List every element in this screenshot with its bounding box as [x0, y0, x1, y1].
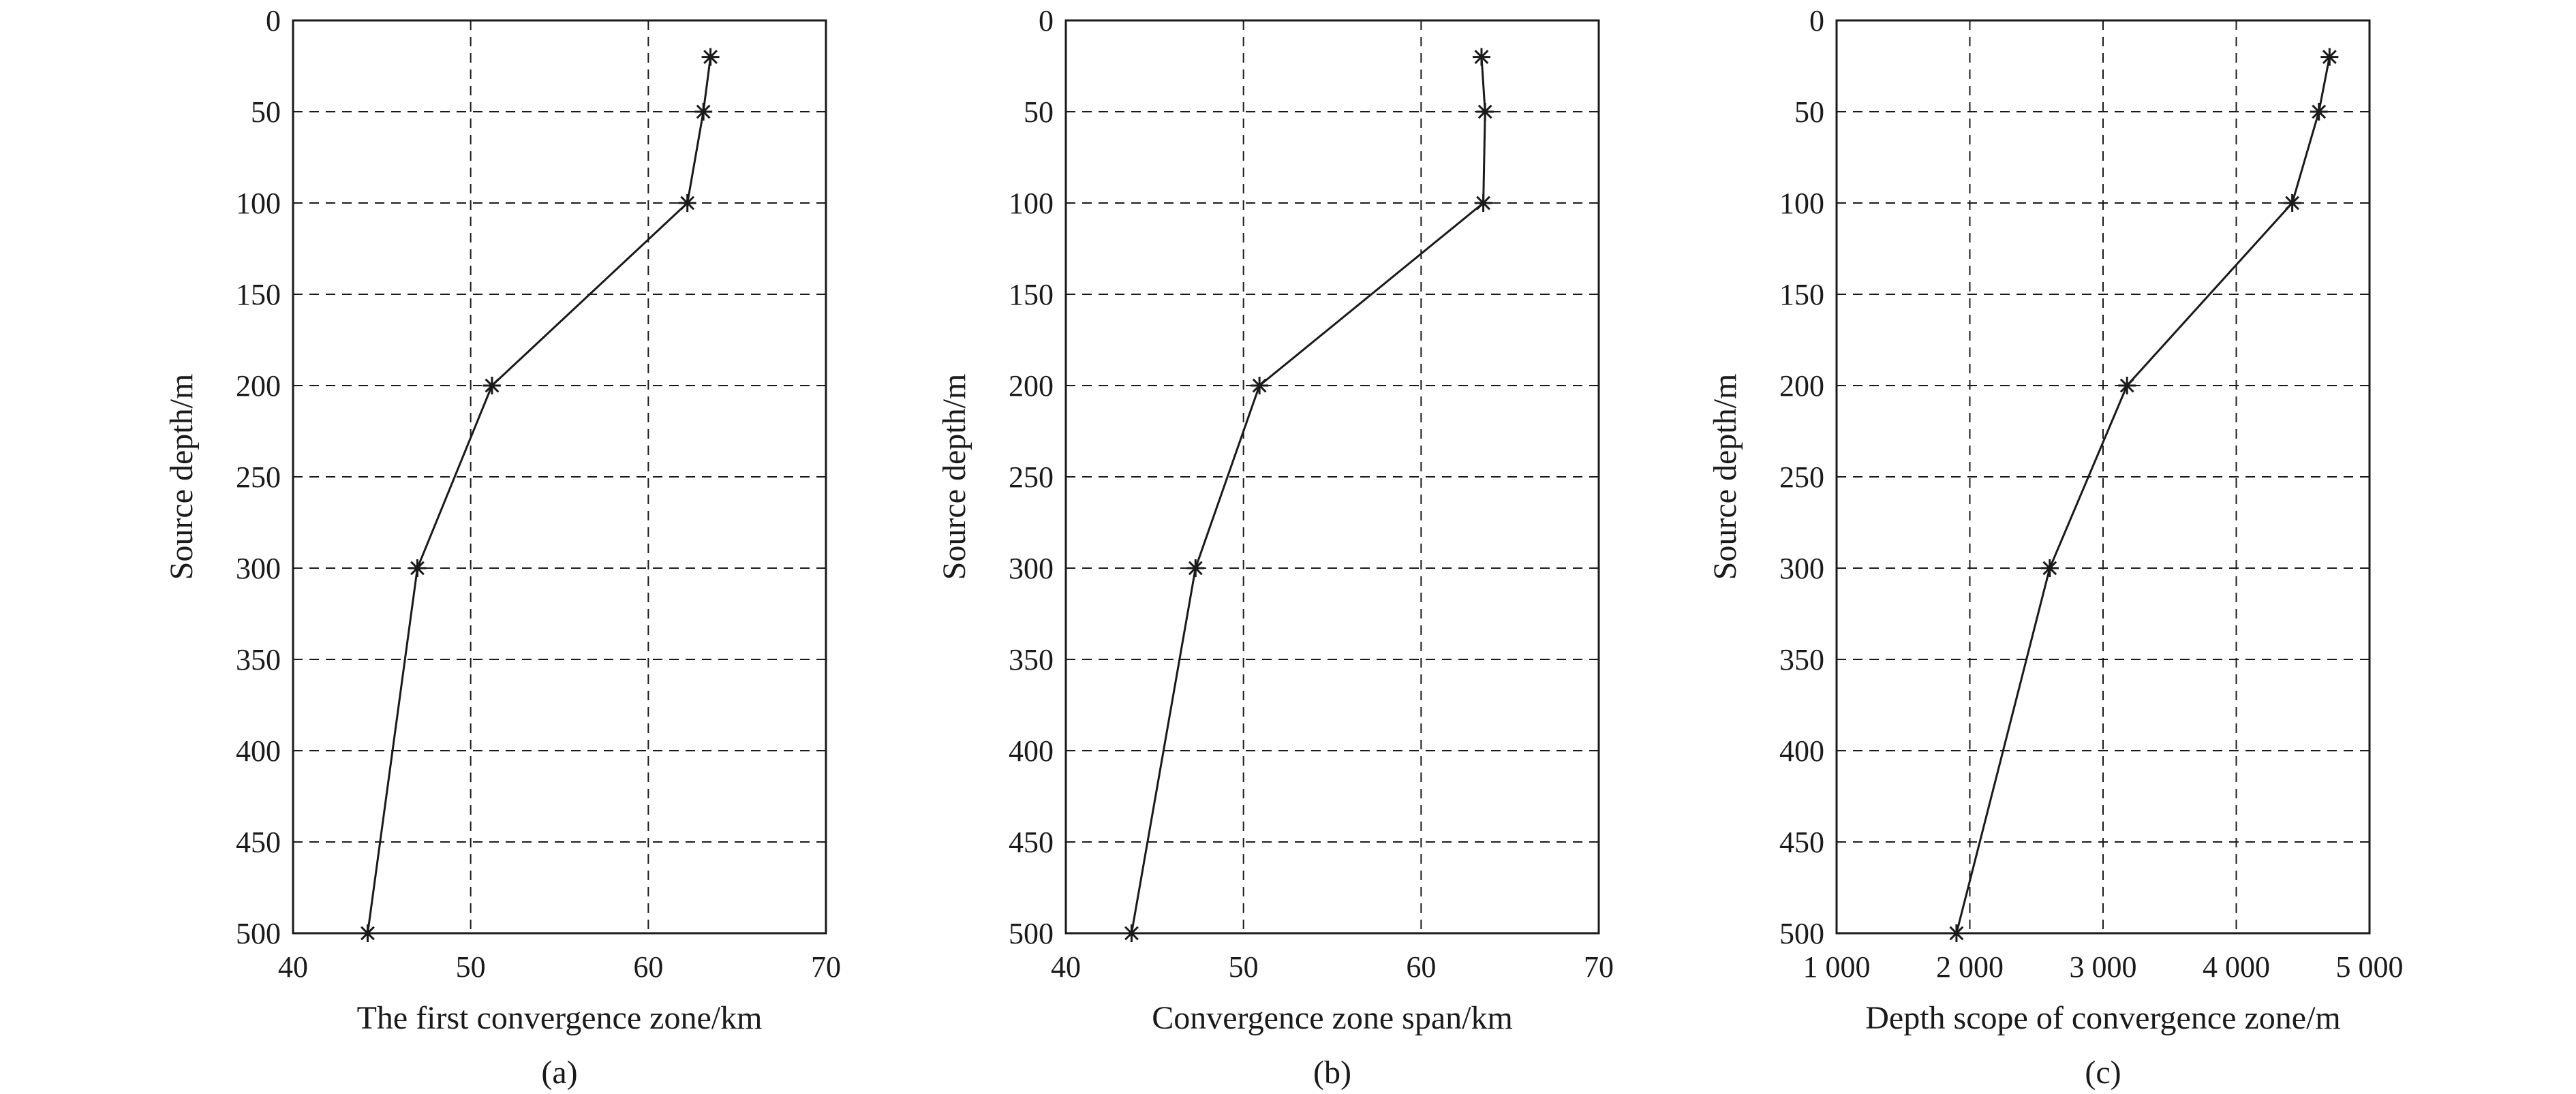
y-axis-label: Source depth/m [1707, 374, 1743, 580]
panel-caption: (c) [2085, 1054, 2121, 1091]
y-tick-label: 150 [1779, 278, 1824, 311]
series-line [1130, 57, 1486, 934]
y-tick-label: 450 [1779, 826, 1824, 859]
x-tick-label: 4 000 [2203, 950, 2270, 984]
series-line [367, 57, 712, 934]
y-tick-label: 200 [1009, 369, 1054, 403]
y-tick-label: 450 [1009, 826, 1054, 859]
data-point-marker [678, 194, 696, 212]
data-point-marker [408, 559, 427, 577]
data-point-marker [1947, 924, 1965, 942]
plot-frame [1064, 19, 1600, 935]
panel-caption: (b) [1313, 1054, 1351, 1091]
y-tick-label: 350 [1009, 643, 1054, 676]
y-tick-label: 250 [1779, 460, 1824, 494]
y-tick-label: 50 [1024, 95, 1054, 129]
y-tick-label: 300 [236, 552, 281, 585]
y-tick-label: 50 [251, 95, 281, 129]
y-tick-label: 500 [1009, 917, 1054, 950]
x-tick-label: 5 000 [2336, 950, 2404, 984]
y-tick-label: 450 [236, 826, 281, 859]
data-point-marker [2283, 194, 2301, 212]
y-tick-label: 400 [1009, 734, 1054, 768]
data-point-marker [1122, 924, 1141, 942]
y-tick-label: 500 [1779, 917, 1824, 950]
x-tick-label: 50 [456, 950, 486, 984]
grid [1066, 20, 1599, 933]
data-point-marker [694, 103, 713, 121]
y-tick-label: 300 [1779, 552, 1824, 585]
y-tick-label: 0 [266, 4, 281, 37]
x-axis-label: The first convergence zone/km [357, 1000, 763, 1036]
x-tick-label: 60 [633, 950, 663, 984]
y-tick-label: 100 [236, 187, 281, 220]
y-tick-label: 400 [236, 734, 281, 768]
x-tick-label: 40 [278, 950, 308, 984]
y-tick-label: 0 [1039, 4, 1054, 37]
data-point-marker [1476, 103, 1494, 121]
y-axis-label: Source depth/m [164, 374, 200, 580]
x-tick-label: 3 000 [2070, 950, 2137, 984]
y-tick-label: 150 [236, 278, 281, 311]
x-axis-label: Convergence zone span/km [1152, 1000, 1513, 1036]
grid [293, 20, 826, 933]
data-point-marker [358, 924, 377, 942]
x-tick-label: 70 [811, 950, 841, 984]
data-point-marker [1251, 377, 1269, 394]
y-tick-label: 100 [1009, 187, 1054, 220]
y-tick-label: 300 [1009, 552, 1054, 585]
x-tick-label: 40 [1051, 950, 1081, 984]
y-tick-label: 150 [1009, 278, 1054, 311]
y-tick-label: 0 [1809, 4, 1824, 37]
y-tick-label: 350 [236, 643, 281, 676]
y-tick-label: 200 [236, 369, 281, 403]
y-tick-label: 350 [1779, 643, 1824, 676]
y-tick-label: 100 [1779, 187, 1824, 220]
y-tick-label: 200 [1779, 369, 1824, 403]
y-tick-label: 500 [236, 917, 281, 950]
data-point-marker [482, 377, 501, 394]
plot-frame [1835, 19, 2371, 935]
series-line [1955, 57, 2331, 934]
data-point-marker [2040, 559, 2059, 577]
x-axis-label: Depth scope of convergence zone/m [1865, 1000, 2341, 1036]
y-tick-label: 400 [1779, 734, 1824, 768]
plot-frame [292, 19, 827, 935]
data-point-marker [1186, 559, 1205, 577]
y-tick-label: 50 [1794, 95, 1824, 129]
x-tick-label: 50 [1229, 950, 1259, 984]
x-tick-label: 60 [1406, 950, 1436, 984]
data-point-marker [2118, 377, 2136, 394]
data-point-marker [1472, 48, 1490, 66]
panel-caption: (a) [541, 1054, 577, 1091]
y-tick-label: 250 [1009, 460, 1054, 494]
data-point-marker [701, 48, 720, 66]
y-axis-label: Source depth/m [936, 374, 972, 580]
data-point-marker [1474, 194, 1492, 212]
x-tick-label: 70 [1584, 950, 1614, 984]
data-point-marker [2310, 103, 2328, 121]
x-tick-label: 1 000 [1803, 950, 1871, 984]
data-point-marker [2320, 48, 2339, 66]
grid [1837, 20, 2370, 933]
x-tick-label: 2 000 [1936, 950, 2004, 984]
y-tick-label: 250 [236, 460, 281, 494]
